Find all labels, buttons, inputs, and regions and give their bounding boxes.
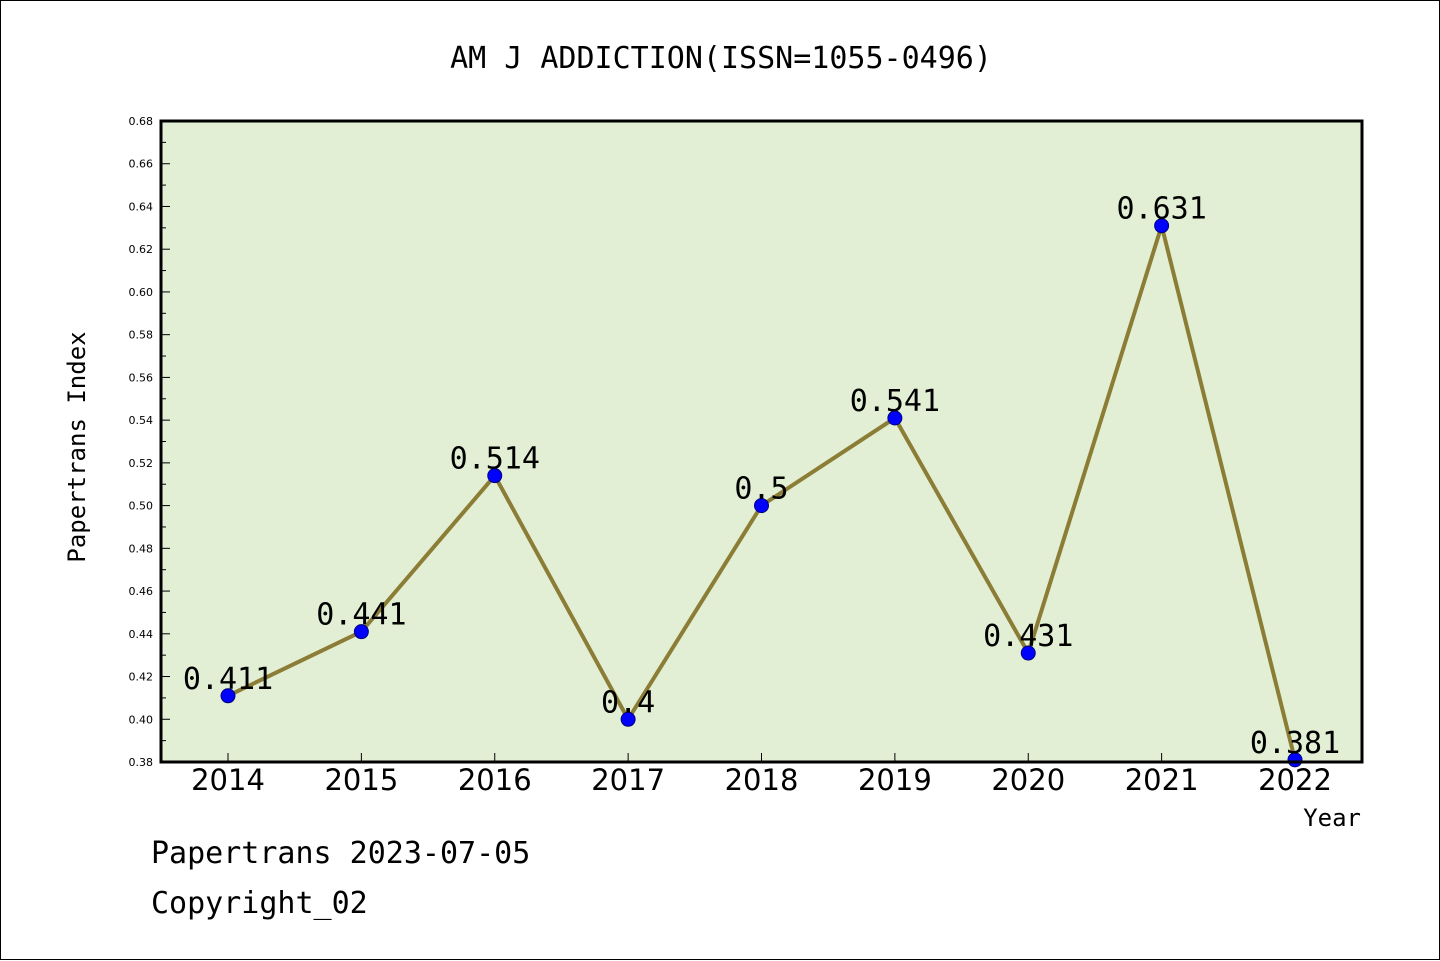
- data-label: 0.441: [316, 598, 406, 633]
- y-tick-label: 0.66: [129, 158, 154, 171]
- data-label: 0.631: [1116, 192, 1206, 227]
- chart-title: AM J ADDICTION(ISSN=1055-0496): [450, 41, 992, 76]
- y-tick-label: 0.40: [129, 713, 154, 726]
- data-point: [1020, 645, 1036, 661]
- y-tick-label: 0.48: [129, 542, 154, 555]
- y-tick-label: 0.58: [129, 329, 154, 342]
- y-tick-label: 0.68: [129, 115, 154, 128]
- data-label: 0.381: [1250, 726, 1340, 761]
- data-point: [487, 468, 503, 484]
- x-tick-label: 2022: [1258, 763, 1332, 797]
- x-tick-label: 2018: [725, 763, 799, 797]
- data-label: 0.514: [450, 442, 540, 477]
- footer-copyright: Copyright_02: [151, 886, 368, 921]
- y-tick-label: 0.64: [129, 200, 154, 213]
- footer-date: Papertrans 2023-07-05: [151, 836, 531, 871]
- y-tick-label: 0.62: [129, 243, 154, 256]
- x-axis-label: Year: [1303, 804, 1361, 832]
- x-axis: 2014 2015 2016 2017 2018 2019 2020 2021 2022: [191, 753, 1332, 797]
- y-tick-label: 0.42: [129, 671, 154, 684]
- data-point: [887, 410, 903, 426]
- y-tick-label: 0.50: [129, 500, 154, 513]
- data-point: [1154, 218, 1170, 234]
- data-point: [220, 688, 236, 704]
- x-tick-label: 2020: [991, 763, 1065, 797]
- y-axis: 0.38 0.40 0.42 0.44 0.46 0.48 0.50 0.52 0.54 0.56…: [129, 115, 170, 769]
- data-label: 0.431: [983, 619, 1073, 654]
- x-tick-label: 2016: [458, 763, 532, 797]
- x-tick-label: 2017: [591, 763, 665, 797]
- y-tick-label: 0.60: [129, 286, 154, 299]
- data-label: 0.5: [734, 472, 788, 507]
- y-tick-label: 0.56: [129, 371, 154, 384]
- x-tick-label: 2015: [324, 763, 398, 797]
- y-tick-label: 0.54: [129, 414, 154, 427]
- data-point: [620, 711, 636, 727]
- data-labels: 0.411 0.441 0.514 0.4 0.5 0.541 0.431 0.631 0.38…: [183, 192, 1340, 761]
- plot-border: [159, 119, 1364, 764]
- data-label: 0.411: [183, 662, 273, 697]
- data-point: [754, 498, 769, 514]
- x-tick-label: 2021: [1125, 763, 1199, 797]
- x-tick-label: 2019: [858, 763, 932, 797]
- data-label: 0.541: [850, 384, 940, 419]
- y-tick-label: 0.46: [129, 585, 154, 598]
- y-tick-label: 0.38: [129, 756, 154, 769]
- data-point: [353, 624, 369, 640]
- y-tick-label: 0.52: [129, 457, 154, 470]
- data-label: 0.4: [601, 685, 655, 720]
- x-tick-label: 2014: [191, 763, 265, 797]
- y-tick-label: 0.44: [129, 628, 154, 641]
- y-axis-label: Papertrans Index: [63, 331, 91, 562]
